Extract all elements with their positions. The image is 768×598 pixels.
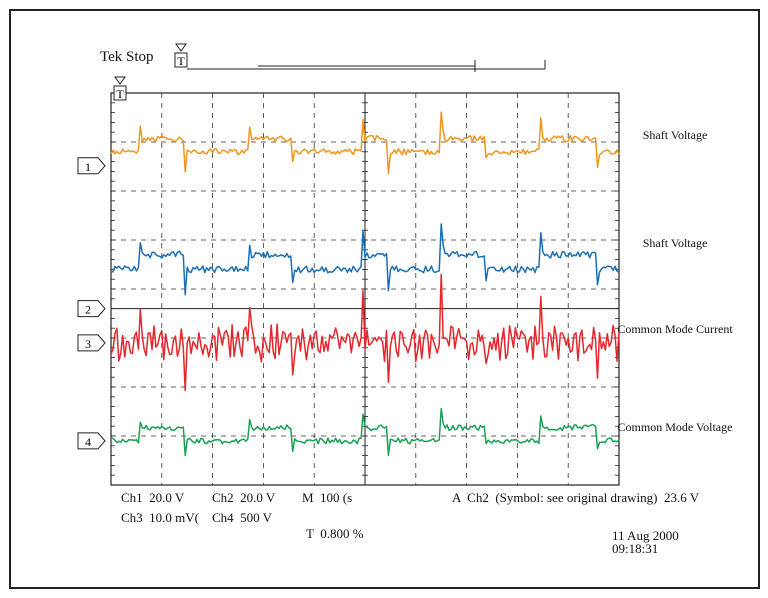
scope-frame <box>9 9 760 589</box>
svg-text:2: 2 <box>85 303 91 317</box>
scope-status-title: Tek Stop <box>100 49 154 65</box>
ch4-scale-readout: Ch4 500 V <box>212 510 273 525</box>
channel-1-label: Shaft Voltage <box>642 128 708 142</box>
trigger-position-marker: T <box>174 43 188 68</box>
ch3-scale-readout: Ch3 10.0 mV( <box>121 510 199 525</box>
channel-3-marker: 3 <box>77 334 106 352</box>
trigger-readout: A Ch2 (Symbol: see original drawing) 23.… <box>452 490 700 505</box>
channel-3-label: Common Mode Current <box>617 322 733 336</box>
svg-text:T: T <box>177 54 185 68</box>
channel-2-label: Shaft Voltage <box>642 236 708 250</box>
trigger-point-marker: T <box>113 76 127 101</box>
trace-channel-3 <box>110 273 620 392</box>
channel-1-marker: 1 <box>77 157 106 175</box>
channel-4-label: Common Mode Voltage <box>617 420 733 434</box>
svg-text:4: 4 <box>85 435 91 449</box>
ch2-scale-readout: Ch2 20.0 V <box>212 490 276 505</box>
trace-channel-2 <box>110 223 620 296</box>
trace-channel-1 <box>110 111 620 175</box>
channel-4-marker: 4 <box>77 432 106 450</box>
channel-2-marker: 2 <box>77 300 106 318</box>
trigger-position-readout: T 0.800 % <box>306 526 364 541</box>
trace-channel-4 <box>110 407 620 457</box>
timebase-readout: M 100 (s <box>302 490 353 505</box>
svg-text:3: 3 <box>85 337 91 351</box>
ch1-scale-readout: Ch1 20.0 V <box>121 490 185 505</box>
time-readout: 09:18:31 <box>612 541 659 556</box>
svg-text:1: 1 <box>85 160 91 174</box>
date-readout: 11 Aug 2000 <box>612 528 679 543</box>
svg-text:T: T <box>116 87 124 101</box>
